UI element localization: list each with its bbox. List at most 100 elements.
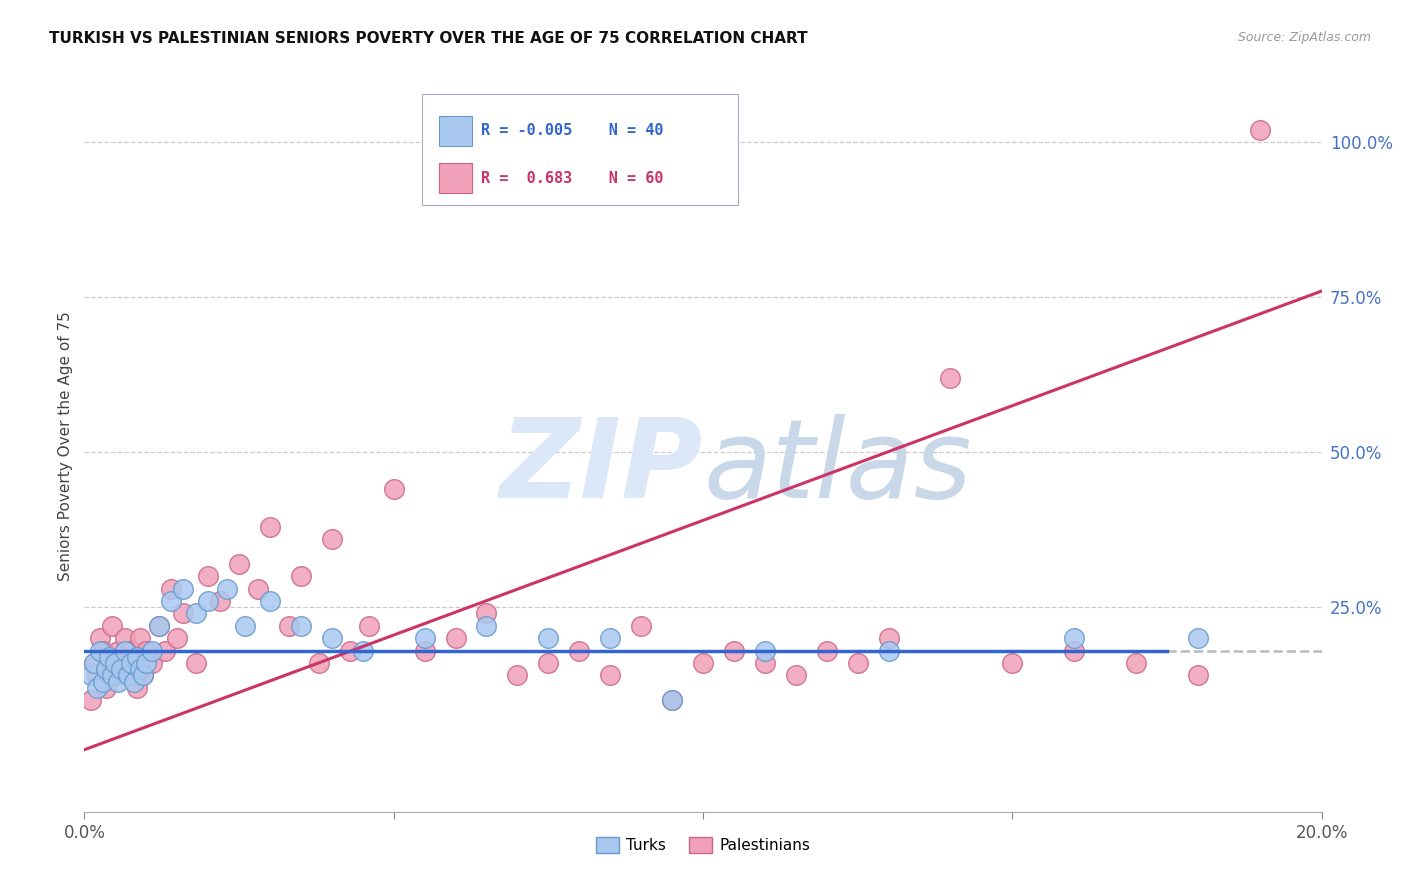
Point [413, 643, 436, 657]
Point [172, 607, 194, 621]
Point [537, 631, 560, 645]
Point [125, 649, 148, 664]
Point [94, 681, 117, 695]
Point [506, 668, 529, 682]
Point [107, 643, 129, 657]
Point [321, 631, 343, 645]
Point [83, 656, 105, 670]
Text: ZIP: ZIP [499, 415, 703, 522]
Point [259, 594, 281, 608]
Point [98, 649, 121, 664]
Point [246, 582, 269, 596]
Point [160, 582, 183, 596]
Text: Source: ZipAtlas.com: Source: ZipAtlas.com [1237, 31, 1371, 45]
Point [339, 643, 361, 657]
Point [382, 483, 405, 497]
Point [86, 681, 108, 695]
Point [1001, 656, 1024, 670]
Point [290, 619, 312, 633]
Point [125, 681, 148, 695]
Point [1187, 631, 1209, 645]
Point [98, 656, 121, 670]
Point [209, 594, 232, 608]
Point [877, 643, 900, 657]
Point [91, 674, 114, 689]
Point [101, 619, 124, 633]
Point [114, 643, 136, 657]
Point [79, 693, 101, 707]
Point [110, 662, 132, 676]
Point [135, 656, 157, 670]
Point [160, 594, 183, 608]
Point [1125, 656, 1147, 670]
Point [104, 656, 127, 670]
Text: R = -0.005    N = 40: R = -0.005 N = 40 [481, 123, 664, 138]
Point [172, 582, 194, 596]
Point [815, 643, 838, 657]
Point [1063, 631, 1085, 645]
Point [135, 643, 157, 657]
Point [117, 668, 139, 682]
Point [197, 594, 219, 608]
Point [129, 631, 152, 645]
Y-axis label: Seniors Poverty Over the Age of 75: Seniors Poverty Over the Age of 75 [58, 311, 73, 581]
Point [661, 693, 683, 707]
Point [413, 631, 436, 645]
Point [692, 656, 714, 670]
Point [259, 519, 281, 533]
Point [321, 532, 343, 546]
Point [107, 674, 129, 689]
Point [101, 668, 124, 682]
Point [1063, 643, 1085, 657]
Point [120, 643, 142, 657]
Point [86, 668, 108, 682]
Point [754, 656, 776, 670]
Point [357, 619, 380, 633]
Point [599, 668, 621, 682]
Point [228, 557, 250, 571]
Legend: Turks, Palestinians: Turks, Palestinians [589, 830, 817, 859]
Point [846, 656, 869, 670]
Point [723, 643, 745, 657]
Point [129, 662, 152, 676]
Point [114, 631, 136, 645]
Point [939, 371, 962, 385]
Point [166, 631, 188, 645]
Text: atlas: atlas [703, 415, 972, 522]
Point [475, 607, 498, 621]
Point [661, 693, 683, 707]
Point [132, 668, 155, 682]
Point [1187, 668, 1209, 682]
Point [110, 656, 132, 670]
Point [233, 619, 256, 633]
Point [141, 656, 163, 670]
Point [79, 668, 101, 682]
Point [132, 668, 155, 682]
Point [120, 656, 142, 670]
Point [754, 643, 776, 657]
Text: TURKISH VS PALESTINIAN SENIORS POVERTY OVER THE AGE OF 75 CORRELATION CHART: TURKISH VS PALESTINIAN SENIORS POVERTY O… [49, 31, 808, 46]
Point [104, 668, 127, 682]
Point [599, 631, 621, 645]
Point [308, 656, 330, 670]
Point [352, 643, 374, 657]
Point [148, 619, 170, 633]
Point [215, 582, 238, 596]
Point [91, 643, 114, 657]
Text: R =  0.683    N = 60: R = 0.683 N = 60 [481, 170, 664, 186]
Point [568, 643, 591, 657]
Point [153, 643, 176, 657]
Point [89, 643, 111, 657]
Point [122, 674, 145, 689]
Point [444, 631, 467, 645]
Point [89, 631, 111, 645]
Point [197, 569, 219, 583]
Point [141, 643, 163, 657]
Point [785, 668, 807, 682]
Point [475, 619, 498, 633]
Point [148, 619, 170, 633]
Point [184, 656, 207, 670]
Point [83, 656, 105, 670]
Point [290, 569, 312, 583]
Point [94, 662, 117, 676]
